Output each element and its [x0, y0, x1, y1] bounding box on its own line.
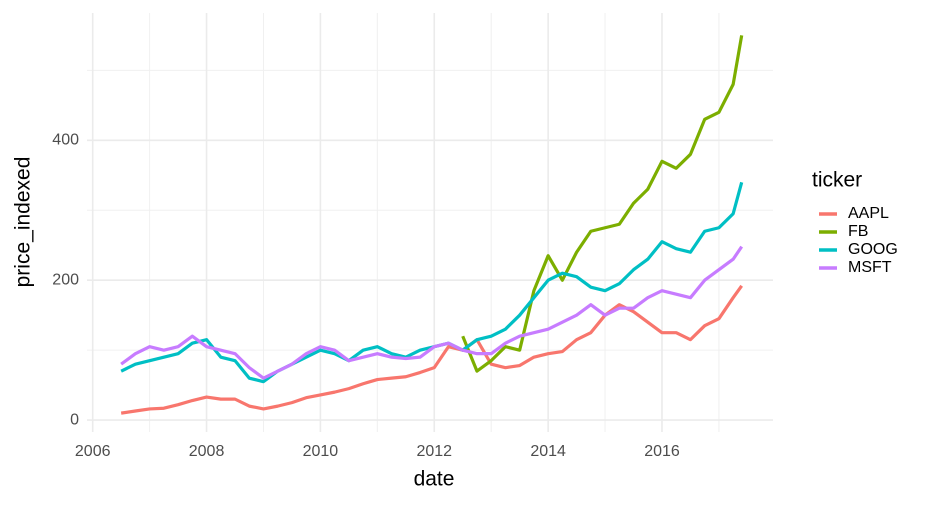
y-tick-label: 200 — [52, 271, 79, 288]
x-tick-label: 2016 — [644, 443, 680, 460]
line — [461, 35, 744, 373]
line — [120, 245, 744, 380]
legend-label: MSFT — [848, 259, 892, 276]
legend-title: ticker — [812, 169, 862, 192]
legend-label: FB — [848, 223, 868, 240]
x-tick-label: 2010 — [303, 443, 339, 460]
line — [120, 284, 743, 415]
y-tick-label: 0 — [70, 411, 79, 428]
x-tick-label: 2008 — [189, 443, 225, 460]
line — [120, 181, 744, 384]
legend-label: AAPL — [848, 205, 889, 222]
x-tick-label: 2014 — [530, 443, 566, 460]
legend-label: GOOG — [848, 241, 898, 258]
grid — [87, 13, 773, 432]
x-tick-label: 2012 — [416, 443, 452, 460]
y-tick-label: 400 — [52, 132, 79, 149]
x-axis-label: date — [414, 468, 455, 491]
y-axis-label: price_indexed — [12, 157, 35, 288]
x-tick-label: 2006 — [75, 443, 111, 460]
